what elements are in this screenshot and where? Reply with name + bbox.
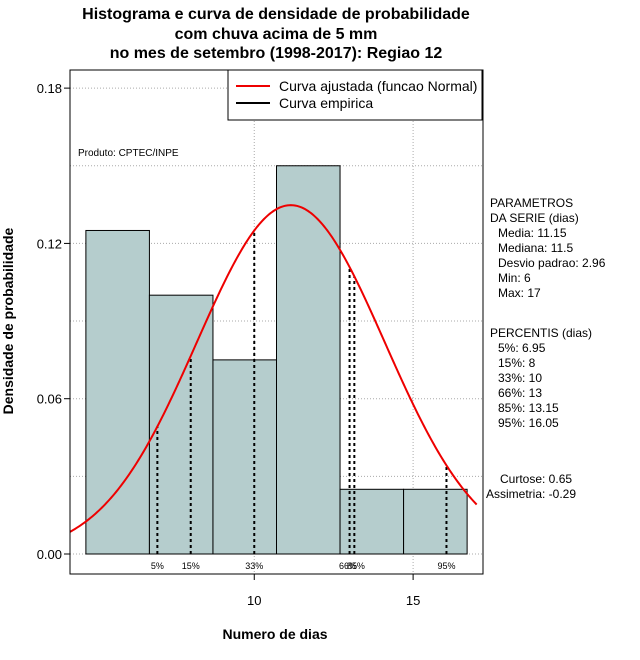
curtose: Curtose: 0.65	[500, 472, 573, 486]
axis-layer: 10 15 0.00 0.06 0.12 0.18	[37, 81, 421, 608]
x-axis-label: Numero de dias	[222, 626, 328, 642]
percentile-label-4: 85%	[347, 561, 365, 571]
stat-min: Min: 6	[498, 271, 531, 285]
percentile-label-3: 66%	[339, 561, 357, 571]
stat-media: Media: 11.15	[498, 226, 567, 240]
pct-5: 5%: 6.95	[498, 341, 546, 355]
legend-label-1: Curva empirica	[279, 95, 373, 111]
percentis-panel: PERCENTIS (dias) 5%: 6.95 15%: 8 33%: 10…	[490, 326, 592, 431]
x-tick-label-0: 10	[247, 593, 261, 608]
legend-box	[227, 69, 483, 121]
pct-33: 33%: 10	[498, 371, 543, 385]
percentile-label-1: 15%	[182, 561, 200, 571]
chart-title-line-1: Histograma e curva de densidade de proba…	[82, 6, 470, 23]
pct-15: 15%: 8	[498, 356, 536, 370]
normal-curve-layer	[69, 204, 478, 533]
bars-layer	[85, 165, 468, 555]
histogram-bar-1	[148, 294, 214, 555]
histogram-bar-2	[212, 359, 277, 555]
histogram-bar-0	[85, 229, 150, 555]
chart-title-line-3: no mes de setembro (1998-2017): Regiao 1…	[109, 45, 443, 62]
y-axis-label: Densidade de probabilidade	[0, 227, 16, 415]
percentile-label-0: 5%	[151, 561, 164, 571]
pct-85: 85%: 13.15	[498, 401, 559, 415]
x-tick-label-1: 15	[406, 593, 420, 608]
normal-fit-curve	[69, 204, 478, 533]
pct-95: 95%: 16.05	[498, 416, 559, 430]
percentile-lines-layer: 5% 15% 33% 66%85% 95%	[151, 230, 455, 571]
histogram-bar-3	[276, 165, 341, 555]
params-header-1: PARAMETROS	[490, 196, 574, 210]
histogram-bar-5	[403, 488, 468, 555]
pct-66: 66%: 13	[498, 386, 543, 400]
percentis-header: PERCENTIS (dias)	[490, 326, 593, 340]
params-header-2: DA SERIE (dias)	[490, 211, 579, 225]
stat-mediana: Mediana: 11.5	[498, 241, 574, 255]
stat-desvio: Desvio padrao: 2.96	[498, 256, 606, 270]
percentile-label-5: 95%	[437, 561, 455, 571]
assimetria: Assimetria: -0.29	[486, 487, 577, 501]
stat-max: Max: 17	[498, 286, 541, 300]
y-tick-label-2: 0.12	[37, 236, 62, 251]
y-tick-label-1: 0.06	[37, 392, 62, 407]
legend-label-0: Curva ajustada (funcao Normal)	[279, 78, 477, 94]
y-tick-label-0: 0.00	[37, 547, 62, 562]
y-tick-label-3: 0.18	[37, 81, 62, 96]
produto-annotation: Produto: CPTEC/INPE	[78, 148, 179, 159]
legend: Curva ajustada (funcao Normal)Curva empi…	[227, 69, 483, 121]
params-panel: PARAMETROS DA SERIE (dias) Media: 11.15 …	[490, 196, 605, 301]
chart-title-line-2: com chuva acima de 5 mm	[174, 26, 378, 43]
percentile-label-2: 33%	[245, 561, 263, 571]
